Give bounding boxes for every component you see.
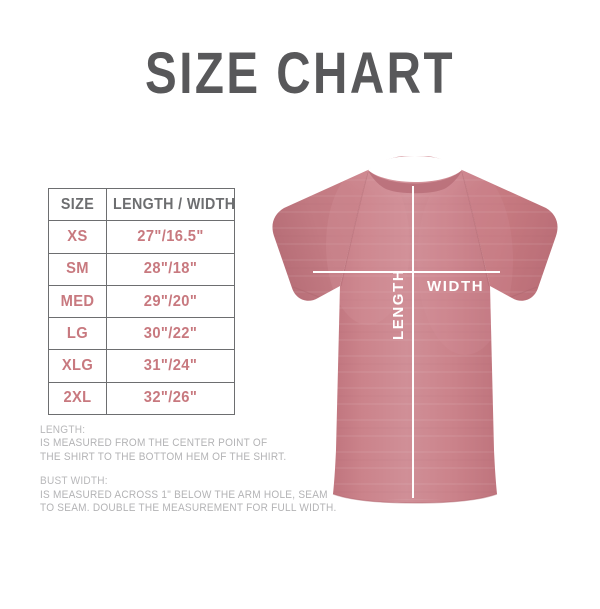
- table-row: LG 30"/22": [48, 317, 235, 351]
- page-title: SIZE CHART: [145, 41, 455, 106]
- cell-size: XLG: [48, 349, 107, 383]
- collar-opening: [368, 156, 462, 182]
- length-label: LENGTH: [390, 268, 407, 340]
- width-label: WIDTH: [427, 278, 485, 295]
- note-bust-width: BUST WIDTH: IS MEASURED ACROSS 1" BELOW …: [40, 475, 340, 515]
- note-length-heading: LENGTH:: [40, 424, 86, 436]
- tshirt-illustration: [272, 156, 558, 504]
- table-row: XS 27"/16.5": [48, 220, 235, 254]
- note-length-line-1: IS MEASURED FROM THE CENTER POINT OF: [40, 437, 268, 450]
- measurement-notes: LENGTH: IS MEASURED FROM THE CENTER POIN…: [40, 424, 340, 526]
- tshirt-photo: WIDTH LENGTH: [250, 150, 580, 510]
- cell-measurement: 29"/20": [106, 284, 235, 319]
- note-length: LENGTH: IS MEASURED FROM THE CENTER POIN…: [40, 424, 340, 464]
- cell-measurement: 27"/16.5": [106, 220, 235, 254]
- cell-size: 2XL: [48, 381, 107, 416]
- table-row: SM 28"/18": [48, 252, 235, 286]
- bottom-hem: [332, 493, 498, 504]
- width-guide-line: [313, 271, 500, 273]
- cell-size: SM: [48, 252, 107, 286]
- column-header-size: SIZE: [48, 187, 107, 222]
- right-armhole-seam: [461, 171, 490, 287]
- column-header-length-width: LENGTH / WIDTH: [106, 187, 235, 222]
- size-chart-table: SIZE LENGTH / WIDTH XS 27"/16.5" SM 28"/…: [48, 187, 235, 416]
- length-guide-line: [412, 186, 414, 498]
- cell-measurement: 30"/22": [106, 317, 235, 351]
- note-bust-line-1: IS MEASURED ACROSS 1" BELOW THE ARM HOLE…: [40, 488, 328, 501]
- right-sleeve-hem: [510, 286, 538, 298]
- cell-measurement: 32"/26": [106, 381, 235, 416]
- table-header-row: SIZE LENGTH / WIDTH: [48, 187, 235, 222]
- table-row: 2XL 32"/26": [48, 381, 235, 416]
- cell-size: LG: [48, 317, 107, 351]
- note-length-line-2: THE SHIRT TO THE BOTTOM HEM OF THE SHIRT…: [40, 450, 287, 463]
- note-bust-line-2: TO SEAM. DOUBLE THE MEASUREMENT FOR FULL…: [40, 502, 337, 515]
- table-row: XLG 31"/24": [48, 349, 235, 383]
- note-bust-heading: BUST WIDTH:: [40, 475, 108, 488]
- table-row: MED 29"/20": [48, 284, 235, 319]
- cell-measurement: 31"/24": [106, 349, 235, 383]
- left-sleeve-hem: [292, 286, 320, 298]
- collar-ribbing: [368, 170, 462, 194]
- cell-measurement: 28"/18": [106, 252, 235, 286]
- cell-size: MED: [48, 284, 107, 319]
- cell-size: XS: [48, 220, 107, 254]
- left-armhole-seam: [340, 171, 369, 287]
